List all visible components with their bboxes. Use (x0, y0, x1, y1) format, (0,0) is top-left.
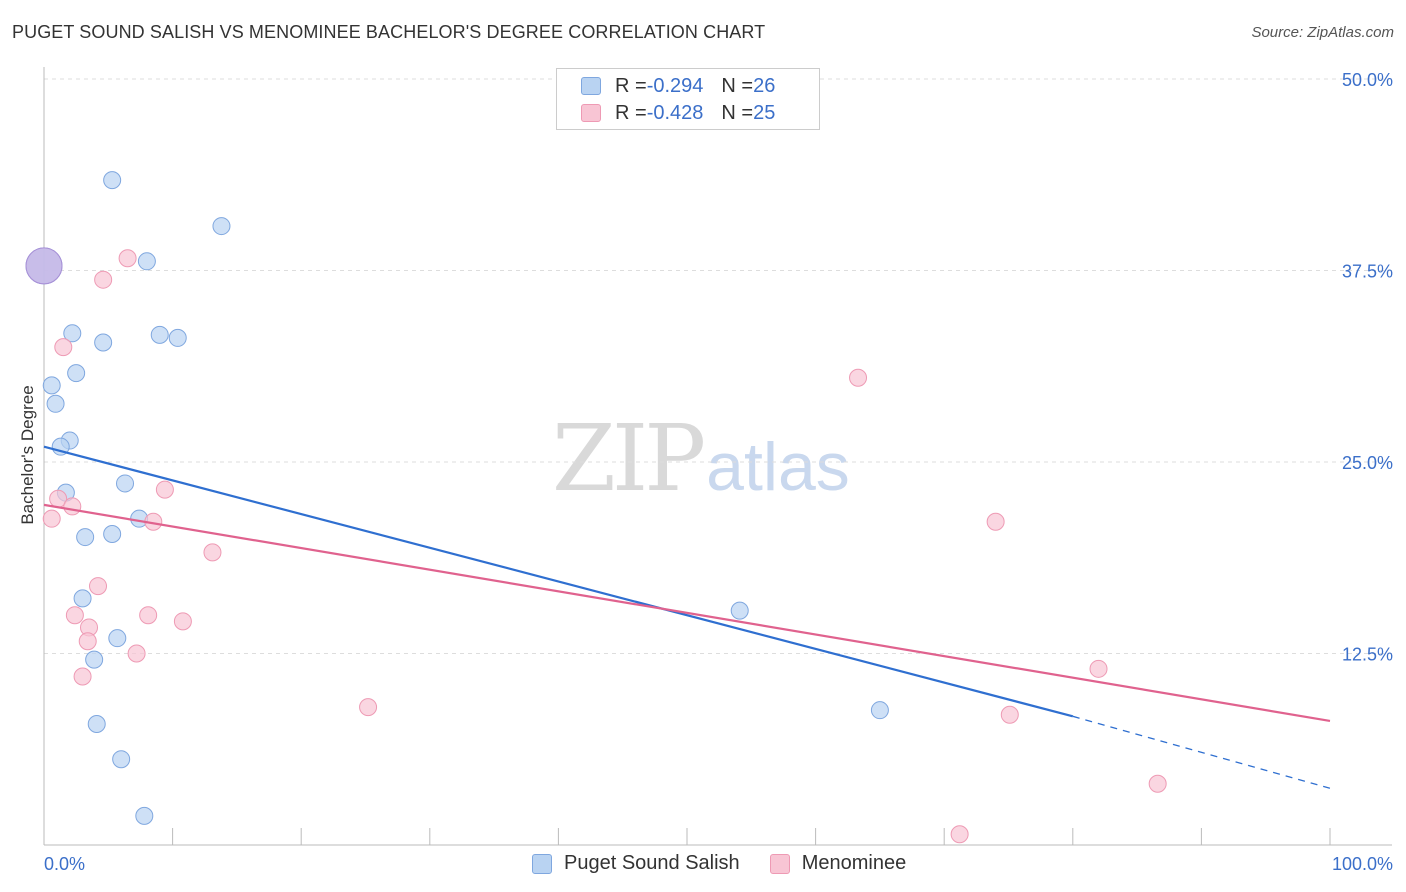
y-axis-label: Bachelor's Degree (18, 385, 37, 525)
legend-series-name: Puget Sound Salish (564, 852, 740, 874)
salish-point (212, 217, 231, 236)
menominee-point (1148, 774, 1167, 793)
stats-legend: R = -0.294 N = 26 R = -0.428 N = 25 (556, 68, 820, 130)
menominee-point (42, 509, 61, 528)
series-legend: Puget Sound Salish Menominee (532, 852, 936, 875)
legend-r-label: R = (615, 101, 647, 124)
menominee-point (1000, 705, 1019, 724)
salish-point (46, 394, 65, 413)
salish-point (116, 474, 135, 493)
menominee-point (118, 249, 137, 268)
salish-point (112, 750, 131, 769)
overlap-point (25, 247, 63, 285)
legend-swatch-blue (532, 853, 552, 874)
salish-point (94, 333, 113, 352)
salish-point (103, 171, 122, 190)
legend-row-menominee: R = -0.428 N = 25 (581, 101, 775, 125)
menominee-point (1089, 659, 1108, 678)
salish-point (870, 701, 889, 720)
menominee-point (203, 543, 222, 562)
salish-point (63, 324, 82, 343)
y-tick-label: 25.0% (1342, 453, 1393, 473)
salish-point (135, 806, 154, 825)
y-tick-label: 50.0% (1342, 70, 1393, 90)
menominee-point (173, 612, 192, 631)
menominee-point (986, 512, 1005, 531)
salish-point (168, 328, 187, 347)
salish-trend-line (43, 445, 1074, 718)
legend-row-puget-sound-salish: R = -0.294 N = 26 (581, 74, 775, 98)
salish-point (42, 376, 61, 395)
legend-swatch-blue (581, 77, 601, 95)
menominee-point (65, 606, 84, 625)
y-tick-label: 12.5% (1342, 645, 1393, 665)
legend-r-label: R = (615, 74, 647, 97)
menominee-point (73, 667, 92, 686)
legend-series-name: Menominee (801, 852, 907, 874)
legend-n-value: 26 (753, 74, 776, 97)
salish-point (87, 714, 106, 733)
menominee-trend-line (43, 503, 1331, 722)
menominee-point (155, 480, 174, 499)
salish-point (103, 525, 122, 544)
salish-trend-extension (1072, 715, 1331, 789)
menominee-point (127, 644, 146, 663)
menominee-point (89, 577, 108, 596)
menominee-point (139, 606, 158, 625)
legend-swatch-pink (769, 853, 790, 874)
legend-swatch-pink (581, 104, 601, 122)
legend-n-label: N = (721, 74, 754, 97)
salish-point (85, 650, 104, 669)
x-tick-label: 0.0% (44, 854, 85, 874)
legend-r-value: -0.294 (646, 74, 704, 97)
salish-point (730, 601, 749, 620)
salish-point (137, 252, 156, 271)
salish-point (67, 364, 86, 383)
x-tick-label: 100.0% (1332, 854, 1393, 874)
legend-item-menominee[interactable]: Menominee (769, 852, 907, 875)
y-tick-label: 37.5% (1342, 262, 1393, 282)
legend-n-label: N = (721, 101, 754, 124)
salish-point (150, 325, 169, 344)
menominee-point (94, 270, 113, 289)
salish-point (76, 528, 95, 547)
legend-n-value: 25 (753, 101, 776, 124)
menominee-point (849, 368, 868, 387)
salish-point (73, 589, 92, 608)
legend-r-value: -0.428 (646, 101, 704, 124)
legend-item-puget-sound-salish[interactable]: Puget Sound Salish (532, 852, 740, 875)
menominee-point (78, 632, 97, 651)
menominee-point (54, 338, 73, 357)
menominee-point (359, 698, 378, 717)
salish-point (108, 629, 127, 648)
source-label: Source: ZipAtlas.com (1251, 24, 1394, 41)
menominee-point (950, 825, 969, 844)
menominee-point (63, 497, 82, 516)
chart-title: PUGET SOUND SALISH VS MENOMINEE BACHELOR… (12, 22, 766, 42)
